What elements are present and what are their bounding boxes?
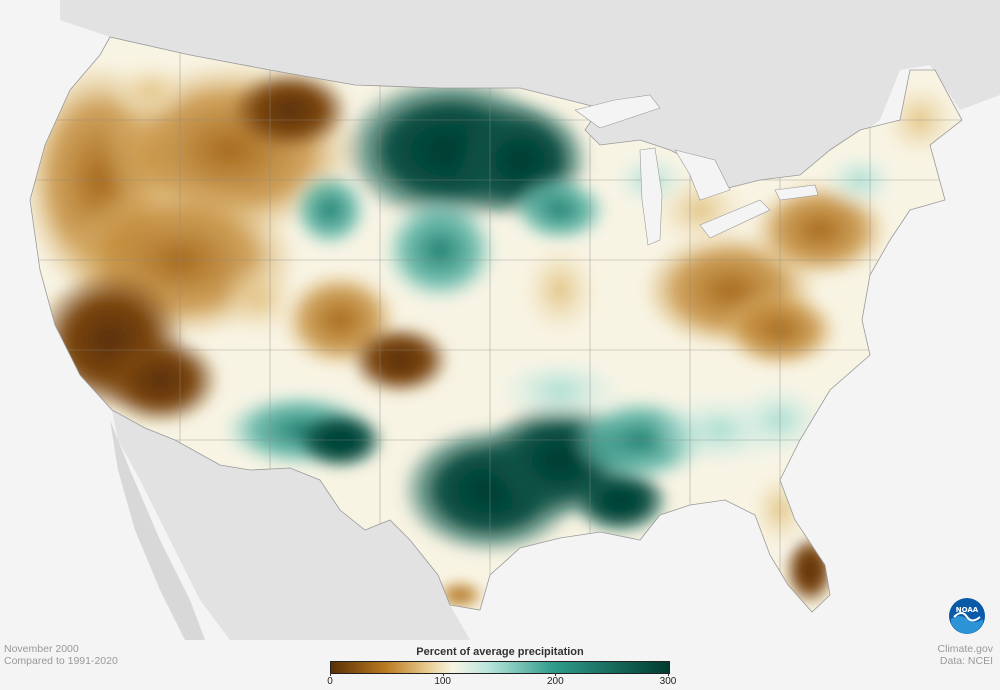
legend-tick-label: 200	[546, 676, 564, 687]
legend-tick-label: 100	[434, 676, 451, 687]
legend-tick-label: 300	[659, 676, 677, 687]
lake-erie	[699, 199, 771, 239]
legend-tick-mark	[442, 673, 444, 676]
period-label: November 2000	[4, 643, 79, 655]
noaa-logo-text: NOAA	[956, 606, 979, 614]
credit-site: Climate.gov	[937, 643, 993, 655]
lake-michigan	[639, 147, 663, 246]
legend-tick-mark	[330, 673, 331, 676]
noaa-logo-icon: NOAA	[949, 598, 985, 634]
legend-tick-label: 0	[327, 676, 333, 687]
mexico-landmass	[112, 410, 470, 640]
precipitation-map	[29, 0, 1000, 640]
canada-landmass	[60, 0, 1000, 200]
credit-data: Data: NCEI	[939, 655, 993, 667]
lake-superior	[574, 94, 661, 129]
legend-tick-mark	[555, 673, 557, 676]
lake-huron	[674, 149, 731, 201]
legend-color-bar	[330, 661, 670, 674]
legend-title: Percent of average precipitation	[416, 646, 584, 658]
baseline-label: Compared to 1991-2020	[4, 655, 118, 667]
lake-ontario	[774, 184, 819, 201]
legend-tick-mark	[668, 673, 669, 676]
baja-peninsula	[110, 420, 205, 640]
